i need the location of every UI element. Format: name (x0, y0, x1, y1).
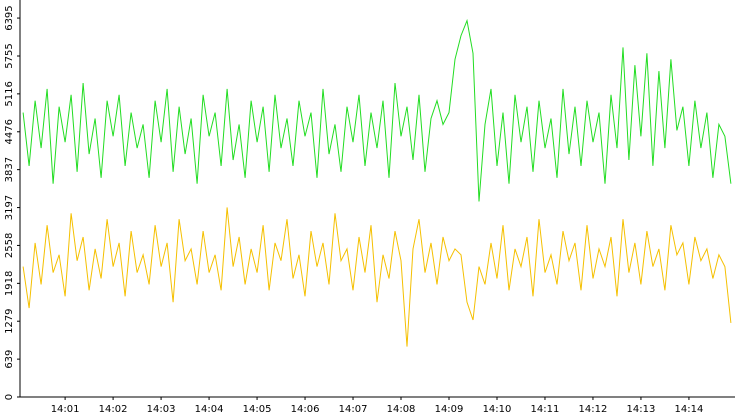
y-tick-label: 4476 (4, 119, 15, 144)
x-tick-label: 14:12 (579, 404, 608, 415)
y-tick-label: 2558 (4, 233, 15, 258)
x-tick-label: 14:05 (243, 404, 272, 415)
x-tick-label: 14:11 (531, 404, 560, 415)
x-tick-label: 14:08 (387, 404, 416, 415)
y-tick-label: 1918 (4, 271, 15, 296)
x-tick-label: 14:10 (483, 404, 512, 415)
x-tick-label: 14:03 (147, 404, 176, 415)
series-line (22, 207, 732, 347)
y-tick-label: 0 (4, 394, 15, 400)
y-tick-label: 6395 (4, 5, 15, 30)
y-tick-label: 3197 (4, 195, 15, 220)
x-tick-label: 14:14 (675, 404, 704, 415)
y-tick-label: 5116 (4, 81, 15, 106)
x-tick-label: 14:01 (51, 404, 80, 415)
y-tick-label: 5755 (4, 43, 15, 68)
x-tick-label: 14:04 (195, 404, 224, 415)
x-tick-label: 14:09 (435, 404, 464, 415)
x-tick-label: 14:02 (99, 404, 128, 415)
x-tick-label: 14:13 (627, 404, 656, 415)
y-tick-label: 639 (4, 350, 15, 369)
y-tick-label: 1279 (4, 308, 15, 333)
series-line (22, 18, 732, 202)
y-tick-label: 3837 (4, 157, 15, 182)
x-tick-label: 14:07 (339, 404, 368, 415)
x-tick-label: 14:06 (291, 404, 320, 415)
